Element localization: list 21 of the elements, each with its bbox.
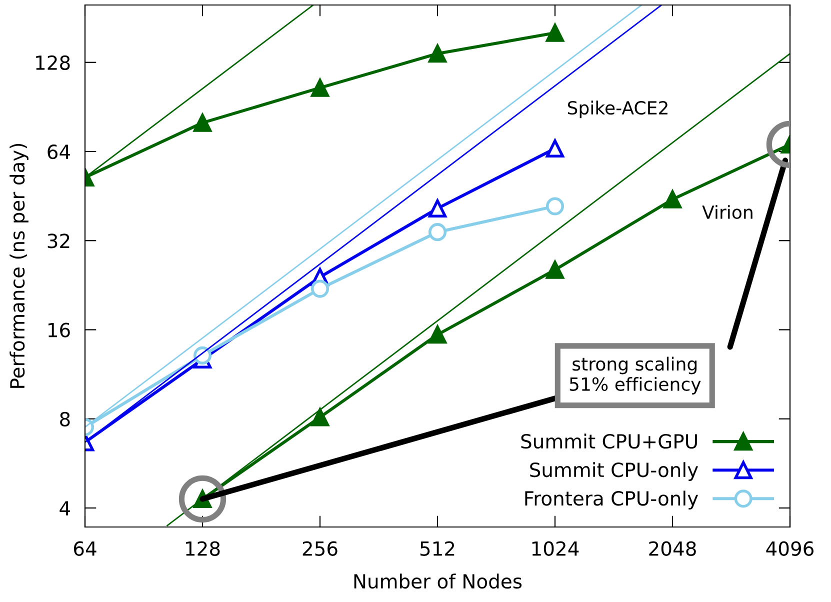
y-tick-label: 8 xyxy=(60,412,70,427)
y-tick-label: 128 xyxy=(36,55,70,70)
x-tick-label: 128 xyxy=(186,541,220,556)
x-tick-label: 64 xyxy=(74,541,96,556)
x-tick-label: 1024 xyxy=(532,541,579,556)
y-tick-label: 64 xyxy=(48,144,70,160)
y-tick-label: 16 xyxy=(48,322,70,338)
x-tick-label: 2048 xyxy=(649,541,696,556)
legend-label: Summit CPU+GPU xyxy=(521,434,697,449)
legend-label: Summit CPU-only xyxy=(530,462,698,481)
x-axis-title: Number of Nodes xyxy=(354,574,522,589)
x-tick-label: 4096 xyxy=(766,541,814,556)
annotation: Spike-ACE2 xyxy=(568,100,668,118)
y-axis-title: Performance (ns per day) xyxy=(10,144,28,388)
y-tick-label: 32 xyxy=(48,234,70,248)
x-tick-label: 512 xyxy=(420,541,454,556)
annotation: strong scaling 51% efficiency xyxy=(570,356,701,394)
y-tick-label: 4 xyxy=(60,501,70,516)
annotation: Virion xyxy=(702,205,752,220)
x-tick-label: 256 xyxy=(302,541,338,556)
legend-label: Frontera CPU-only xyxy=(525,490,698,510)
